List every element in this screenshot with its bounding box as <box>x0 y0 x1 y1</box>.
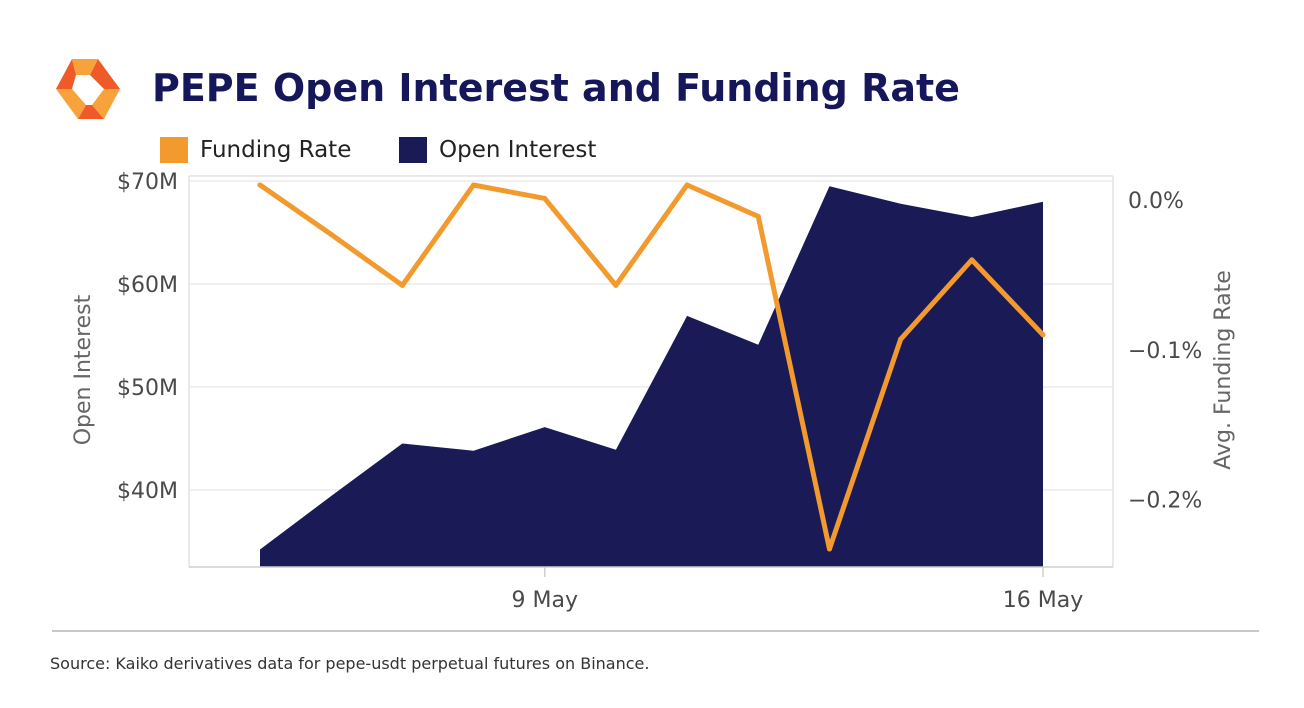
x-tick-label: 16 May <box>1003 588 1083 613</box>
funding-rate-point <box>471 182 477 188</box>
funding-rate-point <box>898 336 904 342</box>
source-note: Source: Kaiko derivatives data for pepe-… <box>50 654 650 673</box>
funding-rate-point <box>826 546 832 552</box>
funding-rate-point <box>755 213 761 219</box>
y-left-tick-label: $70M <box>117 170 178 195</box>
y-right-tick-label: 0.0% <box>1128 189 1184 214</box>
funding-rate-point <box>542 195 548 201</box>
funding-rate-point <box>1040 332 1046 338</box>
funding-rate-point <box>399 282 405 288</box>
y-right-tick-label: −0.1% <box>1128 339 1202 364</box>
legend-label-funding-rate: Funding Rate <box>200 137 352 163</box>
funding-rate-point <box>613 282 619 288</box>
y-left-axis-title: Open Interest <box>71 294 96 445</box>
funding-rate-point <box>328 231 334 237</box>
y-left-tick-label: $40M <box>117 479 178 504</box>
footer-divider <box>52 630 1259 632</box>
legend-swatch-open-interest <box>399 137 427 163</box>
chart-title: PEPE Open Interest and Funding Rate <box>152 66 960 110</box>
funding-rate-point <box>257 182 263 188</box>
y-right-tick-label: −0.2% <box>1128 489 1202 514</box>
y-left-tick-label: $50M <box>117 376 178 401</box>
legend-swatch-funding-rate <box>160 137 188 163</box>
legend-label-open-interest: Open Interest <box>439 137 597 163</box>
x-tick-label: 9 May <box>511 588 577 613</box>
legend-item-open-interest[interactable]: Open Interest <box>399 136 596 164</box>
series-funding-rate-line <box>257 182 1046 552</box>
legend-item-funding-rate[interactable]: Funding Rate <box>160 136 351 164</box>
y-left-tick-label: $60M <box>117 273 178 298</box>
y-right-axis-title: Avg. Funding Rate <box>1211 270 1236 470</box>
funding-rate-point <box>969 257 975 263</box>
kaiko-logo <box>56 59 120 119</box>
series-open-interest-area <box>260 186 1043 567</box>
funding-rate-point <box>684 182 690 188</box>
